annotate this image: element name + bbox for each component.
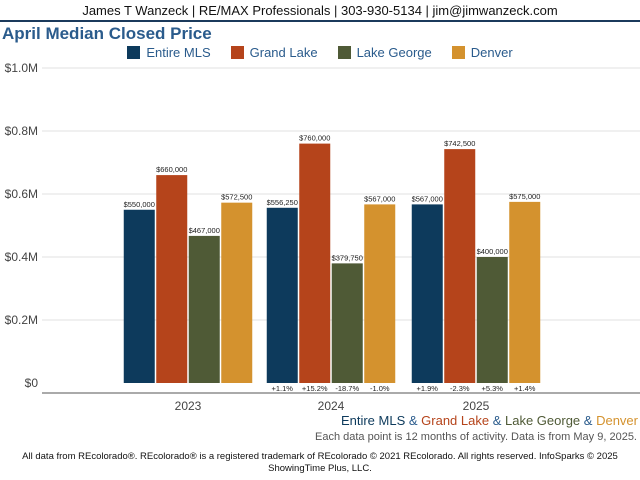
change-label: -2.3% xyxy=(450,384,470,393)
legend: Entire MLS Grand Lake Lake George Denver xyxy=(0,45,640,60)
legend-label-grand-lake: Grand Lake xyxy=(249,45,318,60)
data-label: $760,000 xyxy=(299,134,330,143)
footer-separator: & xyxy=(489,413,505,428)
header-bar: James T Wanzeck | RE/MAX Professionals |… xyxy=(0,0,640,22)
change-label: -1.0% xyxy=(370,384,390,393)
legend-swatch-entire-mls xyxy=(127,46,141,59)
copyright: All data from REcolorado®. REcolorado® i… xyxy=(0,451,640,475)
bar xyxy=(476,257,508,383)
legend-swatch-lake-george xyxy=(337,46,351,59)
legend-swatch-denver xyxy=(451,46,465,59)
y-tick-label: $1.0M xyxy=(5,61,38,75)
data-label: $379,750 xyxy=(332,253,363,262)
data-label: $467,000 xyxy=(189,226,220,235)
bar xyxy=(221,202,253,383)
y-tick-label: $0.8M xyxy=(5,124,38,138)
change-label: +1.4% xyxy=(514,384,536,393)
data-label: $742,500 xyxy=(444,139,475,148)
bar xyxy=(444,149,476,383)
bar xyxy=(156,175,188,383)
data-label: $567,000 xyxy=(412,194,443,203)
y-tick-label: $0.4M xyxy=(5,250,38,264)
bar xyxy=(331,263,363,383)
legend-item-grand-lake[interactable]: Grand Lake xyxy=(230,45,318,60)
copyright-line-2: ShowingTime Plus, LLC. xyxy=(268,463,372,474)
chart-title: April Median Closed Price xyxy=(2,24,212,43)
data-label: $572,500 xyxy=(221,193,252,202)
change-label: -18.7% xyxy=(335,384,359,393)
bar xyxy=(266,207,298,383)
footer-series-lake-george: Lake George xyxy=(505,413,581,428)
data-label: $400,000 xyxy=(477,247,508,256)
legend-swatch-grand-lake xyxy=(230,46,244,59)
bar xyxy=(299,143,331,383)
y-tick-label: $0.6M xyxy=(5,187,38,201)
agent-contact-info: James T Wanzeck | RE/MAX Professionals |… xyxy=(82,3,558,18)
data-label: $550,000 xyxy=(124,200,155,209)
data-label: $575,000 xyxy=(509,192,540,201)
x-tick-label: 2024 xyxy=(318,399,345,413)
y-tick-label: $0 xyxy=(25,376,39,390)
change-label: +1.9% xyxy=(417,384,439,393)
footer-separator: & xyxy=(580,413,597,428)
copyright-line-1: All data from REcolorado®. REcolorado® i… xyxy=(22,451,618,462)
bar xyxy=(188,235,220,383)
bar xyxy=(123,209,155,383)
legend-label-lake-george: Lake George xyxy=(356,45,432,60)
x-tick-label: 2023 xyxy=(175,399,202,413)
bar xyxy=(364,204,396,383)
footer-series-grand-lake: Grand Lake xyxy=(421,413,490,428)
data-label: $556,250 xyxy=(267,198,298,207)
y-tick-label: $0.2M xyxy=(5,313,38,327)
change-label: +5.3% xyxy=(482,384,504,393)
legend-item-entire-mls[interactable]: Entire MLS xyxy=(127,45,211,60)
change-label: +15.2% xyxy=(302,384,328,393)
bar xyxy=(509,201,541,383)
footer-series-list: Entire MLS & Grand Lake & Lake George & … xyxy=(341,413,638,428)
footer-separator: & xyxy=(405,413,422,428)
legend-item-denver[interactable]: Denver xyxy=(451,45,513,60)
legend-label-entire-mls: Entire MLS xyxy=(146,45,211,60)
bar xyxy=(411,204,443,383)
footer-series-entire-mls: Entire MLS xyxy=(340,413,406,428)
footer-series-denver: Denver xyxy=(596,413,638,428)
change-label: +1.1% xyxy=(272,384,294,393)
data-label: $567,000 xyxy=(364,194,395,203)
data-note: Each data point is 12 months of activity… xyxy=(314,431,637,443)
x-tick-label: 2025 xyxy=(463,399,490,413)
data-label: $660,000 xyxy=(156,165,187,174)
legend-label-denver: Denver xyxy=(470,45,513,60)
legend-item-lake-george[interactable]: Lake George xyxy=(337,45,432,60)
